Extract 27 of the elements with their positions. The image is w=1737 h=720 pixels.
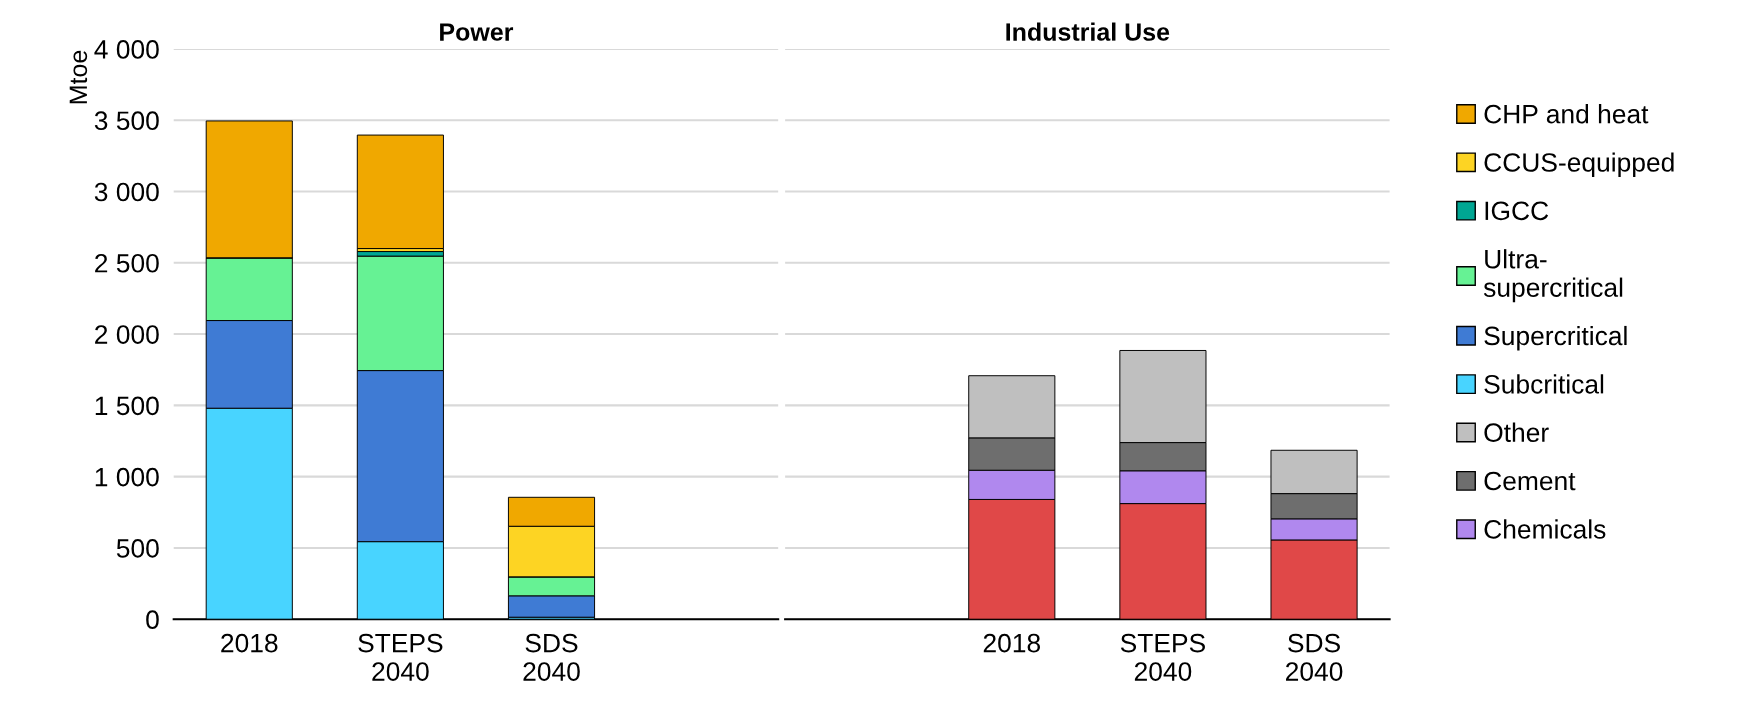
legend-label: Chemicals <box>1484 519 1606 539</box>
y-tick-label: 0 <box>146 610 159 630</box>
legend-label: Subcritical <box>1484 374 1604 394</box>
y-tick-label: 500 <box>116 539 159 558</box>
y-tick-label: 3 500 <box>94 111 159 131</box>
x-tick-label: STEPS 2040 <box>1120 633 1205 681</box>
x-tick-label: STEPS 2040 <box>358 633 443 681</box>
legend-label: Ultra- supercritical <box>1483 249 1623 303</box>
x-tick-label: SDS 2040 <box>1286 633 1343 681</box>
legend-label: Other <box>1484 422 1549 442</box>
legend-label: CCUS-equipped <box>1484 152 1674 178</box>
x-tick-label: SDS 2040 <box>523 633 580 681</box>
chart-title: Industrial Use <box>1006 22 1170 41</box>
y-tick-label: 1 000 <box>95 467 159 487</box>
chart-title: Power <box>440 23 514 41</box>
legend-label: IGCC <box>1485 201 1549 221</box>
legend-label: CHP and heat <box>1484 104 1649 124</box>
y-tick-label: 3 000 <box>94 182 159 202</box>
x-tick-label: 2018 <box>983 633 1041 653</box>
y-axis-title: Mtoe <box>69 50 88 104</box>
legend-label: Supercritical <box>1484 325 1627 351</box>
legend-label: Cement <box>1484 471 1576 491</box>
y-tick-label: 1 500 <box>95 396 159 416</box>
y-tick-label: 2 500 <box>95 253 159 273</box>
y-tick-label: 2 000 <box>95 325 159 344</box>
x-tick-label: 2018 <box>221 633 278 653</box>
y-tick-label: 4 000 <box>94 40 159 59</box>
